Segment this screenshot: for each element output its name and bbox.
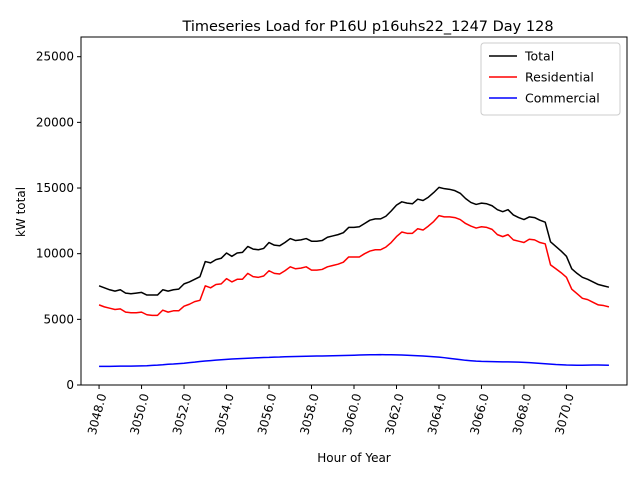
chart-title: Timeseries Load for P16U p16uhs22_1247 D… [181,19,553,35]
y-tick-label: 15000 [36,181,74,195]
y-tick-label: 5000 [43,312,74,326]
legend: Total Residential Commercial [480,42,621,116]
legend-label-commercial: Commercial [525,91,600,106]
plot-area-frame [80,36,628,386]
y-tick-label: 20000 [36,115,74,129]
y-axis-label: kW total [14,187,28,237]
y-tick-label: 0 [66,378,74,392]
series-lines [98,186,610,368]
legend-label-residential: Residential [525,70,594,85]
series-line-residential [98,214,610,317]
series-line-total [98,186,610,296]
y-tick-label: 10000 [36,247,74,261]
x-axis-label: Hour of Year [317,451,391,465]
series-line-commercial [99,353,609,368]
y-tick-label: 25000 [36,50,74,64]
legend-frame [480,42,621,116]
y-axis-ticks: 0 5000 10000 15000 20000 25000 [36,50,81,392]
legend-label-total: Total [524,49,554,64]
